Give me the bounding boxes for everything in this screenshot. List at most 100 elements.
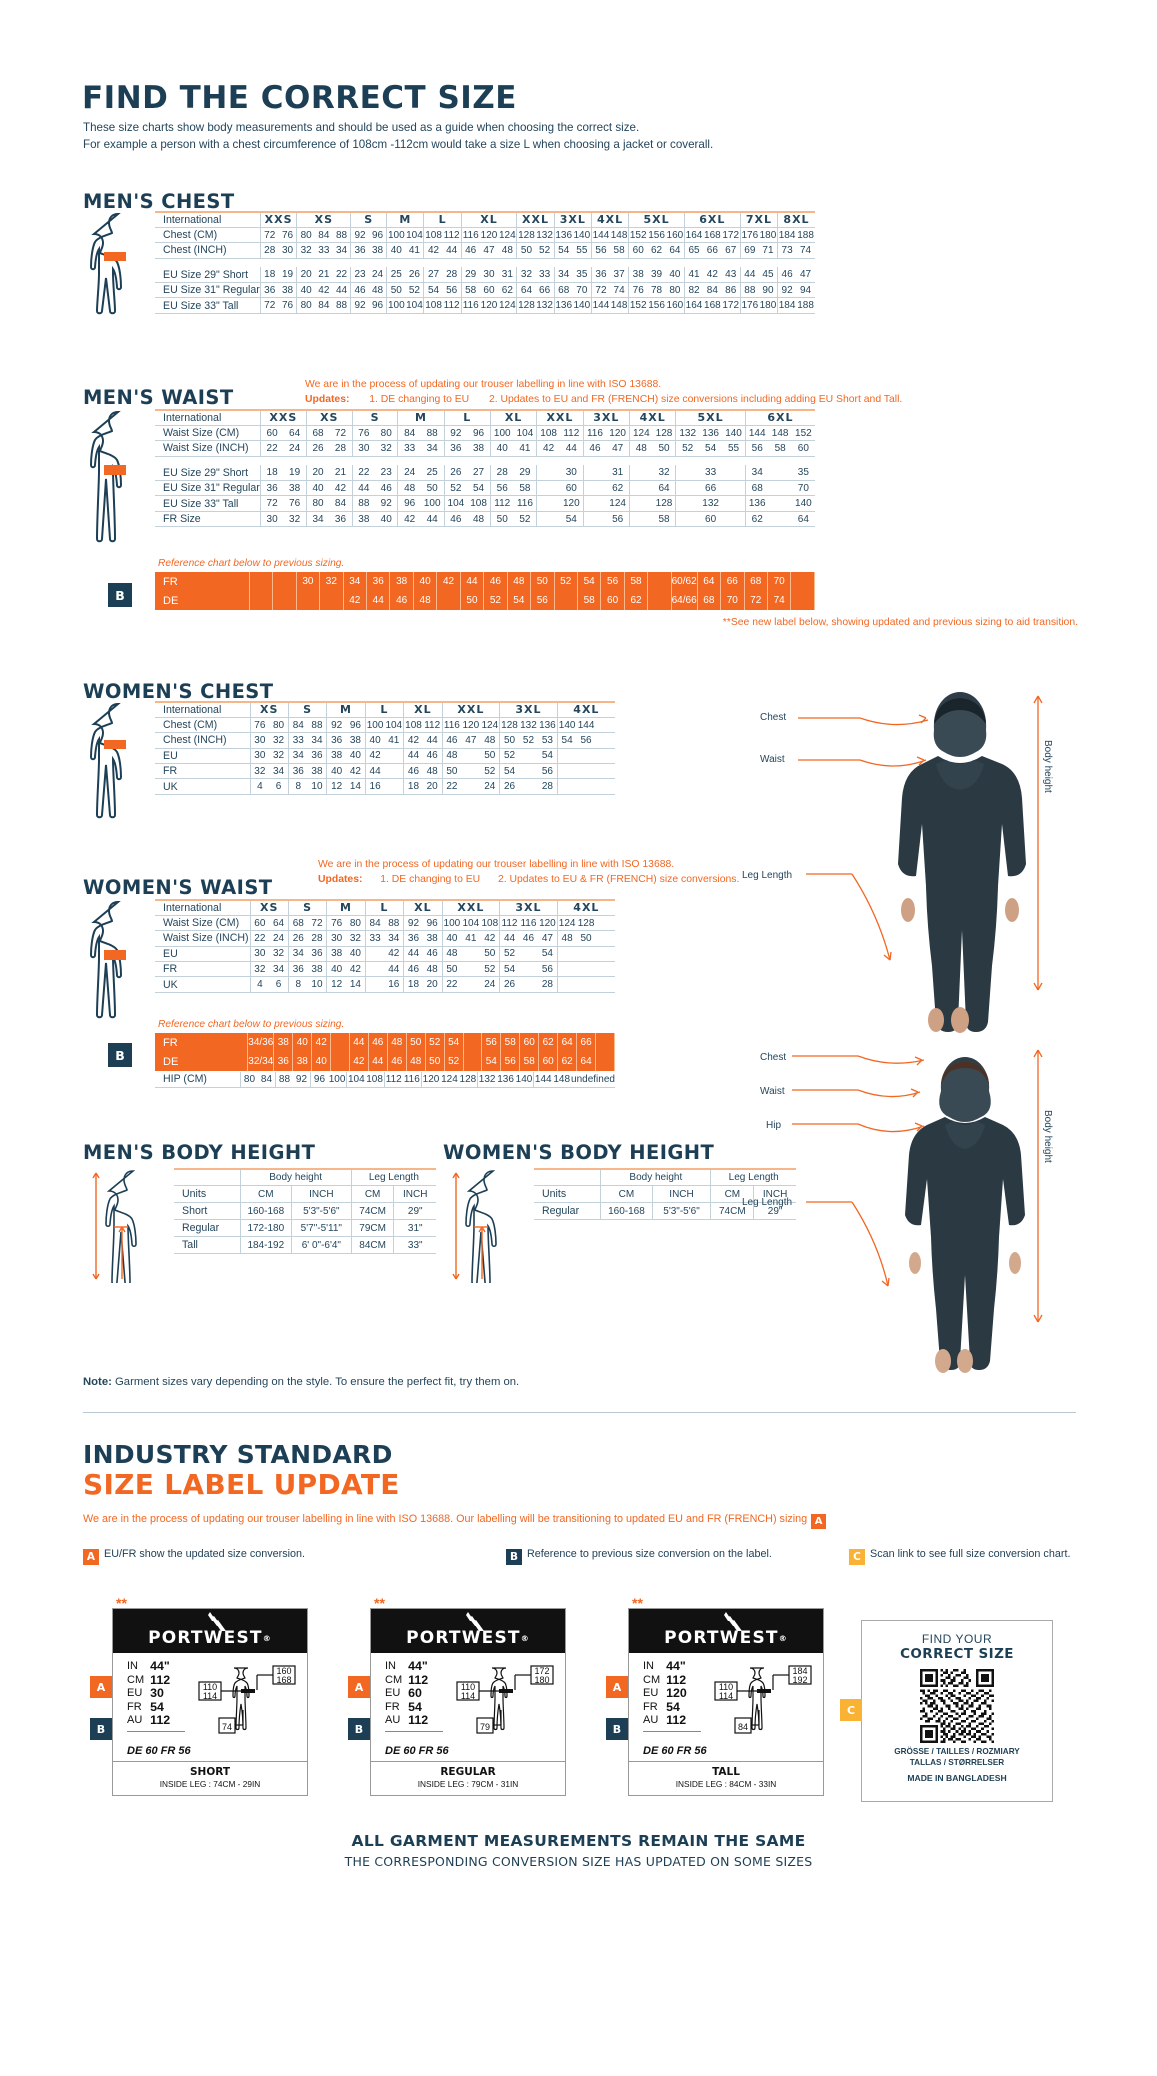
cell: 32/34	[247, 1052, 275, 1071]
cell	[628, 511, 653, 528]
label-footer: TALL INSIDE LEG : 84CM - 33IN	[629, 1761, 823, 1795]
cell: 26	[305, 440, 330, 457]
cell: 60/62	[671, 572, 698, 591]
cell	[463, 1033, 483, 1052]
cell	[595, 732, 615, 749]
womens-waist-title: WOMEN'S WAIST	[83, 876, 273, 899]
cell: 72	[307, 915, 327, 932]
row-label: EU Size 29" Short	[155, 465, 261, 482]
cell: 128	[458, 1072, 478, 1088]
male-body-height-label: Body height	[1042, 740, 1053, 793]
spec-row: EU 60	[385, 1687, 434, 1701]
spec-key: FR	[643, 1700, 658, 1713]
cell: 27	[423, 267, 443, 284]
cell: 26	[443, 465, 468, 482]
qr-title-1: FIND YOUR	[921, 1632, 993, 1646]
svg-text:84: 84	[738, 1722, 748, 1732]
cell: 152	[628, 227, 648, 244]
svg-text:168: 168	[276, 1675, 291, 1685]
cell: 176	[739, 227, 759, 244]
portwest-logo-icon	[208, 1612, 226, 1631]
cell: 42	[349, 1052, 369, 1071]
cell: 56	[538, 961, 558, 978]
cell	[576, 946, 596, 963]
table-header-row: International XXS XS S M L XL XXL 3XL 4XL 5XL 6XL 7X…	[155, 210, 815, 228]
cell	[556, 748, 577, 765]
cell	[595, 930, 615, 947]
cell: 74CM	[350, 1202, 394, 1220]
qr-line-1: GRÖSSE / TAILLES / ROZMIARY	[894, 1747, 1020, 1756]
cell: 66	[703, 242, 722, 259]
cell	[675, 495, 700, 512]
cell: 22	[441, 976, 462, 993]
cell: 62	[647, 242, 666, 259]
mens-waist-reference-table: FR 30 32 34 36 38 40 42 44 46 48 50 52 54 56 58 60/62 64 6…	[155, 572, 815, 610]
cell: 30	[249, 748, 270, 765]
label-a-badge: A	[606, 1676, 628, 1698]
cell	[364, 976, 385, 993]
cell: 14	[346, 778, 366, 795]
cell: 84	[397, 425, 421, 442]
spec-divider	[643, 1730, 701, 1732]
cell: 90	[758, 282, 778, 299]
size-header-s: S	[287, 898, 327, 916]
cell	[461, 763, 481, 780]
spec-value: 54	[666, 1699, 680, 1714]
cell: 46	[368, 1033, 388, 1052]
cell: 47	[796, 267, 815, 284]
size-header-xl: XL	[403, 898, 443, 916]
cell: 36	[273, 1052, 294, 1071]
womens-waist-reference-table: FR 34/36 38 40 42 44 46 48 50 52 54 56 58 60 62 64 66 DE 3…	[155, 1033, 615, 1071]
cell: 104	[405, 297, 424, 314]
fit-name: SHORT	[189, 1766, 231, 1778]
mens-body-height-title: MEN'S BODY HEIGHT	[83, 1141, 316, 1164]
cell: 73	[777, 242, 797, 259]
qr-code-image[interactable]	[920, 1669, 994, 1743]
cell: 42	[311, 1033, 332, 1052]
cell	[722, 511, 746, 528]
table-row: UK 4 6 8 10 12 14 16 18 20 22 24 26 28	[155, 778, 615, 795]
cell: 44	[499, 930, 519, 947]
cell: 44	[403, 748, 423, 765]
cell: 120	[559, 495, 584, 512]
cell: 148	[610, 297, 629, 314]
row-label: Tall	[174, 1236, 241, 1254]
cell: 33	[699, 465, 723, 482]
table-row: EU Size 33" Tall 72 76 80 84 88 92 96 100 104 108 1…	[155, 495, 815, 512]
cell: 21	[314, 267, 333, 284]
cell	[595, 946, 615, 963]
cell: 132	[518, 717, 539, 734]
brand-header: PORTWEST®	[629, 1609, 823, 1653]
cell: 44	[351, 480, 376, 497]
cell: 62	[557, 1052, 578, 1071]
cell: 72	[259, 227, 279, 244]
inside-leg-text: INSIDE LEG : 79CM - 31IN	[417, 1779, 519, 1789]
female-hip-label: Hip	[766, 1120, 782, 1131]
cell: 92	[375, 495, 398, 512]
cell: 184	[777, 227, 797, 244]
row-label: FR Size	[155, 511, 261, 528]
cell: 36	[590, 267, 611, 284]
cell	[518, 778, 539, 795]
cell: 34	[269, 961, 289, 978]
cell: 112	[559, 425, 584, 442]
cell: 30	[249, 732, 270, 749]
spec-key: CM	[643, 1673, 661, 1686]
cell: 20	[422, 976, 443, 993]
cell: 50	[489, 511, 514, 528]
industry-description: We are in the process of updating our tr…	[83, 1513, 827, 1529]
row-label: Chest (INCH)	[155, 732, 251, 749]
group-header-leg-length: Leg Length	[350, 1168, 436, 1186]
cell: 52	[425, 1033, 445, 1052]
female-waist-label: Waist	[760, 1086, 785, 1097]
cell	[461, 976, 481, 993]
cell: 128	[576, 915, 596, 932]
size-header-xxs: XXS	[259, 210, 297, 228]
cell: 152	[791, 425, 815, 442]
cell: 148	[610, 227, 629, 244]
size-label-card: ** A B PORTWEST® IN 44" CM 112 EU 120 FR 54 AU 112 …	[606, 1596, 824, 1796]
cell: 64	[652, 480, 676, 497]
size-header-xs: XS	[249, 700, 289, 718]
qr-card[interactable]: C FIND YOUR CORRECT SIZE	[840, 1620, 1053, 1802]
